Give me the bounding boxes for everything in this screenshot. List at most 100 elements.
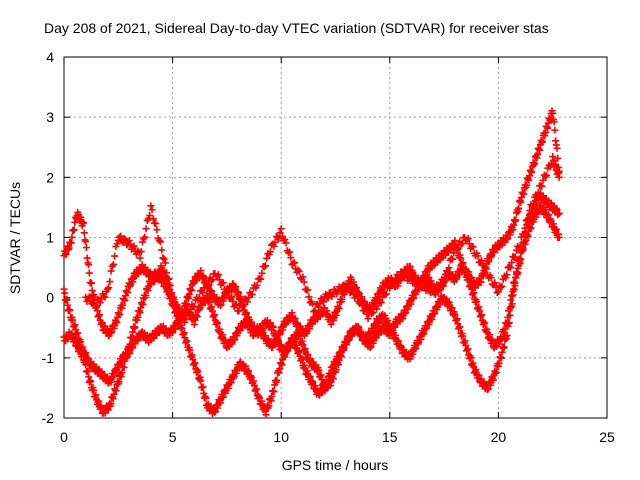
data-point [204, 282, 212, 290]
data-point [338, 287, 346, 295]
data-point [497, 283, 505, 291]
data-point [294, 266, 302, 274]
data-point [514, 264, 522, 272]
data-point [529, 200, 537, 208]
data-point [184, 309, 192, 317]
data-point [199, 383, 207, 391]
data-point [324, 379, 332, 387]
data-point [61, 289, 69, 297]
data-point [157, 238, 165, 246]
data-point [504, 235, 512, 243]
data-point [159, 254, 167, 262]
data-point [117, 232, 125, 240]
data-point [520, 190, 528, 198]
data-point [80, 229, 88, 237]
data-point [281, 235, 289, 243]
data-point [444, 268, 452, 276]
data-point [125, 237, 133, 245]
data-point [360, 306, 368, 314]
data-point [411, 275, 419, 283]
data-point [541, 172, 549, 180]
data-point [445, 264, 453, 272]
data-point [119, 301, 127, 309]
data-point [357, 297, 365, 305]
data-point [191, 359, 199, 367]
data-point [523, 216, 531, 224]
data-point [348, 285, 356, 293]
data-point [115, 378, 123, 386]
data-point [381, 291, 389, 299]
data-point [202, 394, 210, 402]
data-point [334, 355, 342, 363]
data-point [459, 332, 467, 340]
data-point [103, 285, 111, 293]
x-axis-label: GPS time / hours [282, 457, 389, 473]
data-point [130, 242, 138, 250]
data-point [512, 216, 520, 224]
data-point [146, 212, 154, 220]
data-point [364, 315, 372, 323]
data-point [82, 244, 90, 252]
data-point [465, 276, 473, 284]
data-point [88, 279, 96, 287]
data-point [508, 258, 516, 266]
data-point [333, 290, 341, 298]
data-points [60, 107, 563, 419]
data-point [369, 327, 377, 335]
y-tick-label: -1 [42, 350, 55, 366]
data-point [449, 255, 457, 263]
data-point [502, 274, 510, 282]
data-point [523, 181, 531, 189]
data-point [270, 388, 278, 396]
data-point [276, 365, 284, 373]
data-point [555, 234, 563, 241]
data-point [533, 193, 541, 201]
data-point [129, 243, 137, 251]
data-point [270, 242, 278, 250]
data-point [272, 333, 280, 341]
data-point [126, 340, 134, 348]
data-point [511, 253, 519, 261]
data-point [287, 254, 295, 262]
x-tick-label: 10 [273, 429, 289, 445]
y-tick-label: 3 [46, 109, 54, 125]
data-point [484, 385, 492, 393]
data-point [304, 286, 312, 294]
data-point [266, 248, 274, 256]
data-point [519, 246, 527, 254]
data-point [116, 233, 124, 241]
data-point [551, 126, 559, 134]
data-point [543, 171, 551, 179]
data-point [513, 270, 521, 278]
data-point [273, 376, 281, 384]
data-point [197, 377, 205, 385]
data-point [152, 219, 160, 227]
data-point [143, 216, 151, 224]
y-tick-label: 2 [46, 169, 54, 185]
data-point [475, 371, 483, 379]
data-point [124, 288, 132, 296]
data-point [538, 182, 546, 190]
data-point [478, 257, 486, 265]
data-point [541, 129, 549, 137]
data-point [142, 225, 150, 233]
data-point [322, 290, 330, 298]
data-point [224, 288, 232, 296]
data-point [498, 282, 506, 290]
data-point [219, 279, 227, 287]
data-point [305, 293, 313, 301]
data-point [87, 377, 95, 385]
data-point [338, 295, 346, 303]
data-point [170, 293, 178, 301]
data-point [296, 331, 304, 339]
data-point [290, 337, 298, 345]
x-tick-label: 25 [599, 429, 615, 445]
data-point [257, 275, 265, 283]
data-point [265, 402, 273, 410]
data-point [300, 278, 308, 286]
data-point [505, 263, 513, 271]
data-point [329, 375, 337, 383]
y-tick-label: 4 [46, 49, 54, 65]
data-point [326, 370, 334, 378]
data-point [100, 292, 108, 300]
